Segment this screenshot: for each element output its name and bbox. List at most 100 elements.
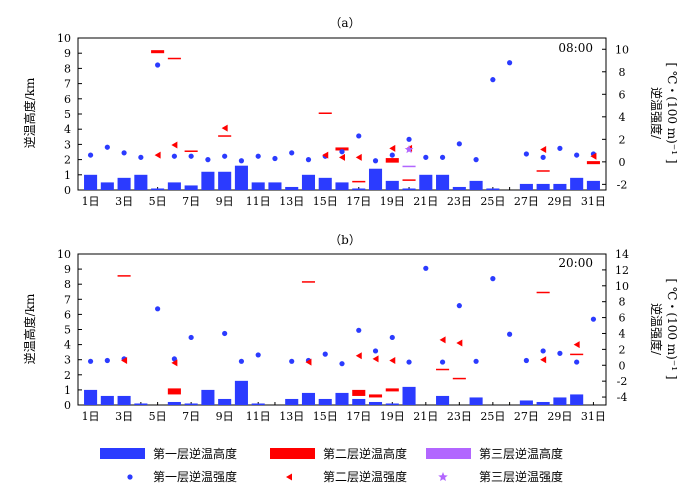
panel-b-bar-layer2 xyxy=(352,389,366,396)
panel-a-bar-layer2 xyxy=(335,147,349,151)
panel-b-ytick-right-label: 0 xyxy=(619,359,626,372)
panel-a-ytick-left-label: 9 xyxy=(64,47,71,60)
panel-a-point-layer1 xyxy=(121,150,127,156)
panel-a-xtick-label: 9日 xyxy=(216,195,234,208)
panel-b-point-layer1 xyxy=(289,358,295,364)
legend-label-layer3-bar: 第三层逆温高度 xyxy=(479,446,563,461)
panel-b-bar-layer1 xyxy=(184,403,198,405)
panel-b-point-layer1 xyxy=(87,358,94,364)
panel-a-ytick-left-label: 7 xyxy=(64,78,71,91)
panel-a-point-layer1 xyxy=(238,158,245,164)
panel-a-xtick-label: 29日 xyxy=(547,195,572,208)
panel-b-ytick-right-label: 2 xyxy=(619,343,626,356)
panel-b-xtick-label: 13日 xyxy=(279,410,304,423)
panel-b-ytick-left-label: 9 xyxy=(64,263,71,276)
panel-a-bar-layer2 xyxy=(352,180,366,183)
panel-b-ytick-right-label: 8 xyxy=(619,296,626,309)
panel-b-ylabel-right: 逆温强度/ xyxy=(649,303,664,356)
panel-a-point-layer2 xyxy=(590,152,597,160)
panel-a-ytick-left-label: 2 xyxy=(64,154,71,167)
panel-a-point-layer1 xyxy=(155,62,161,68)
panel-b-xtick-label: 23日 xyxy=(447,410,472,423)
panel-b-bar-layer2 xyxy=(436,368,450,371)
panel-b-bar-layer1 xyxy=(134,403,148,405)
panel-a-frame xyxy=(77,37,607,191)
panel-b-point-layer1 xyxy=(322,351,328,357)
panel-b-xtick-label: 15日 xyxy=(313,410,338,423)
panel-b-ytick-left-label: 7 xyxy=(64,293,71,306)
panel-b-ytick-left-label: 1 xyxy=(64,384,71,397)
legend-label-layer3-pt: 第三层逆温强度 xyxy=(479,469,563,484)
panel-b-bar-layer2 xyxy=(570,353,584,356)
panel-a-xtick-label: 21日 xyxy=(413,195,438,208)
panel-a-bar-layer2 xyxy=(385,158,399,163)
panel-a-point-layer1 xyxy=(171,153,177,159)
panel-a-point-layer1 xyxy=(456,141,462,147)
legend-swatch-layer2-bar xyxy=(270,448,315,459)
panel-a-point-layer1 xyxy=(339,149,345,155)
panel-b-bar-layer1 xyxy=(536,401,550,405)
panel-b: （b） 20:00 逆温高度/km 逆温强度/ [ ℃・(100 m)⁻¹ ] … xyxy=(22,233,679,423)
panel-b-point-layer2 xyxy=(355,352,362,360)
panel-b-bar-layer1 xyxy=(84,389,98,405)
panel-b-bar-layer2 xyxy=(368,394,383,398)
panel-b-ytick-left-label: 2 xyxy=(64,369,71,382)
panel-b-xtick-label: 17日 xyxy=(346,410,371,423)
panel-a-xtick-label: 23日 xyxy=(447,195,472,208)
panel-b-xtick-label: 29日 xyxy=(547,410,572,423)
panel-a-ytick-left-label: 8 xyxy=(64,62,71,75)
panel-a-point-layer1 xyxy=(540,154,546,160)
panel-a-point-layer1 xyxy=(305,157,312,163)
panel-a-xtick-label: 25日 xyxy=(480,195,505,208)
panel-a-ytick-left-label: 6 xyxy=(64,93,71,106)
panel-b-ytick-left-label: 10 xyxy=(57,248,71,261)
panel-a-ylabel-right: 逆温强度/ xyxy=(649,87,664,140)
panel-a-ytick-right-label: 2 xyxy=(619,133,626,146)
panel-a-point-layer1 xyxy=(507,60,513,66)
panel-b-bar-layer1 xyxy=(201,389,215,405)
panel-a-point-layer1 xyxy=(574,152,580,158)
panel-a-point-layer1 xyxy=(389,152,395,158)
legend-marker-layer3-pt xyxy=(438,472,448,482)
panel-a-ytick-right-label: 8 xyxy=(619,66,626,79)
panel-a-point-layer1 xyxy=(473,157,479,163)
panel-a-bar-layer2 xyxy=(184,150,198,152)
panel-b-xtick-label: 7日 xyxy=(182,410,200,423)
panel-a-ytick-left-label: 0 xyxy=(64,184,71,197)
panel-a-bar-layer1 xyxy=(184,185,198,190)
panel-b-frame xyxy=(77,253,607,406)
panel-b-point-layer2 xyxy=(121,356,128,364)
panel-a-ytick-right-label: 10 xyxy=(615,43,629,56)
panel-b-point-layer1 xyxy=(574,359,580,365)
panel-b-bar-layer1 xyxy=(301,392,316,405)
panel-a-point-layer2 xyxy=(154,151,161,159)
panel-a-bar-layer1 xyxy=(486,188,500,190)
panel-b-bar-layer1 xyxy=(318,398,332,405)
panel-a-bar-layer1 xyxy=(318,177,332,190)
panel-a-point-layer1 xyxy=(87,152,94,158)
legend-label-layer2-bar: 第二层逆温高度 xyxy=(323,446,407,461)
panel-b-bar-layer1 xyxy=(553,397,567,405)
panel-a-point-layer2 xyxy=(171,141,178,149)
panel-b-xtick-label: 11日 xyxy=(246,410,271,423)
panel-b-point-layer1 xyxy=(255,352,261,358)
legend-label-layer1-pt: 第一层逆温强度 xyxy=(153,469,237,484)
panel-b-bar-layer1 xyxy=(402,386,416,405)
panel-b-ytick-left-label: 6 xyxy=(64,308,71,321)
panel-b-point-layer1 xyxy=(456,303,462,309)
panel-a-bar-layer1 xyxy=(218,171,232,190)
panel-a-point-layer2 xyxy=(389,144,396,152)
panel-b-xtick-label: 27日 xyxy=(514,410,539,423)
panel-b-point-layer1 xyxy=(104,357,110,364)
panel-b-point-layer1 xyxy=(523,357,529,364)
panel-a-bar-layer2 xyxy=(167,57,181,60)
panel-a-point-layer2 xyxy=(339,153,345,161)
panel-a-bar-layer1 xyxy=(570,177,584,190)
panel-b-bar-layer1 xyxy=(352,398,366,405)
panel-b-ytick-right-label: -2 xyxy=(617,375,628,388)
panel-a-bar-layer1 xyxy=(469,180,483,190)
panel-b-point-layer1 xyxy=(372,348,379,354)
panel-b-xtick-label: 5日 xyxy=(149,410,167,423)
